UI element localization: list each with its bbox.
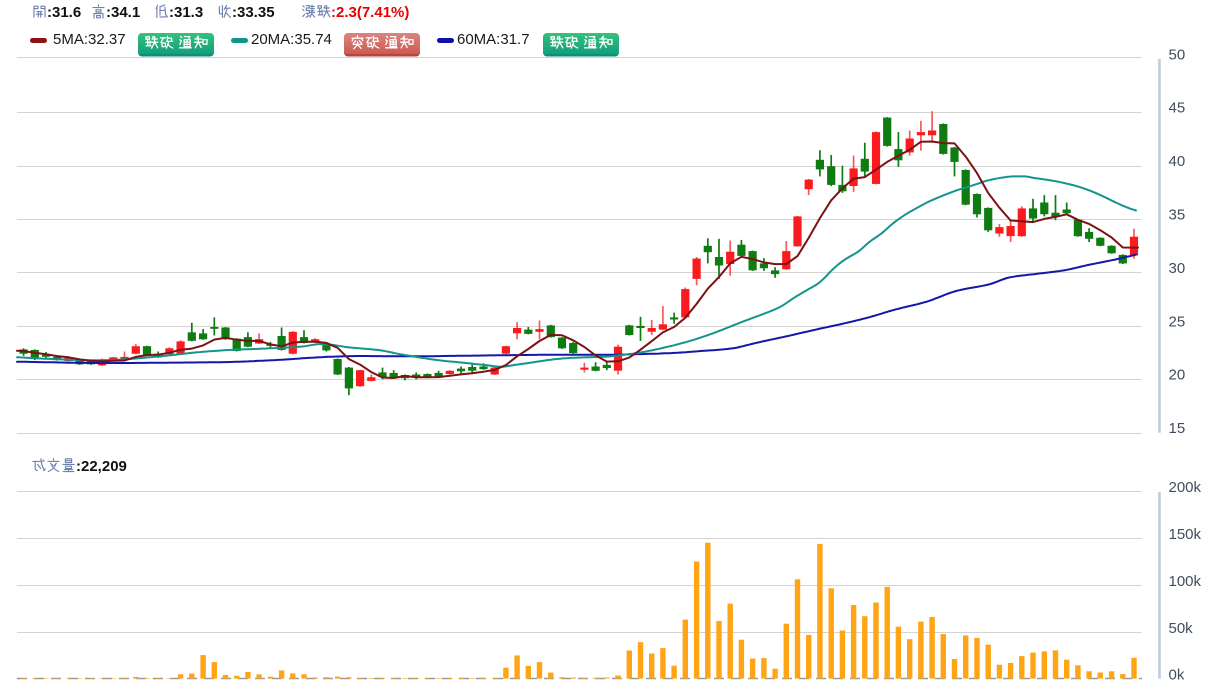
svg-text:150k: 150k [1169, 526, 1202, 543]
svg-text:25: 25 [1169, 313, 1186, 330]
svg-text:20: 20 [1169, 367, 1186, 384]
svg-text:50: 50 [1169, 46, 1186, 63]
svg-text:45: 45 [1169, 100, 1186, 117]
svg-text:0k: 0k [1169, 667, 1185, 684]
svg-text:35: 35 [1169, 207, 1186, 224]
svg-text:30: 30 [1169, 260, 1186, 277]
svg-text:50k: 50k [1169, 620, 1194, 637]
svg-text:100k: 100k [1169, 573, 1202, 590]
svg-text:15: 15 [1169, 420, 1186, 437]
svg-text:40: 40 [1169, 153, 1186, 170]
svg-text:200k: 200k [1169, 479, 1202, 496]
